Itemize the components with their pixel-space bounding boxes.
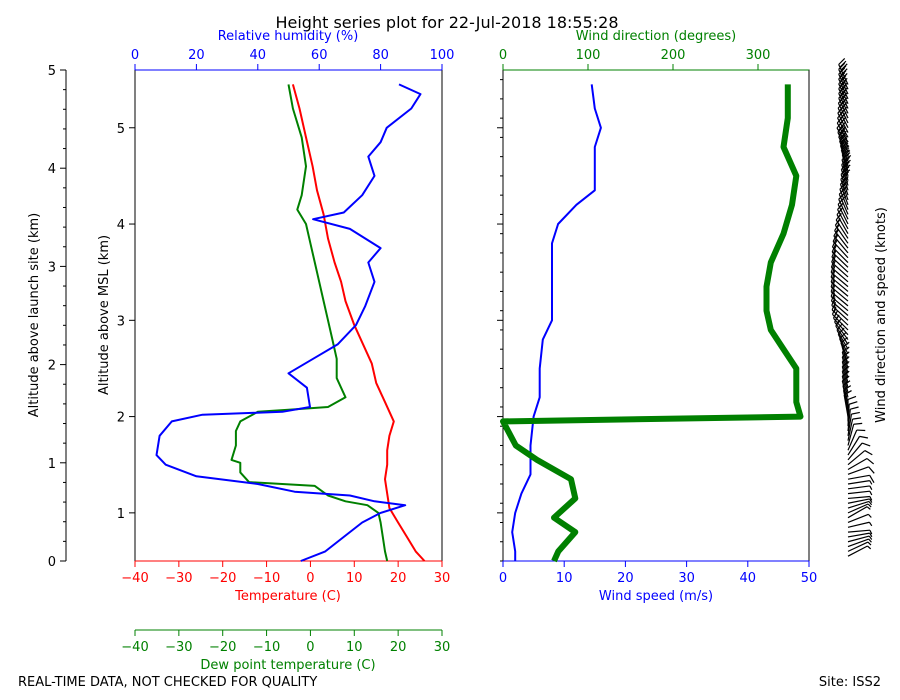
wind-barb bbox=[847, 532, 873, 538]
launch-axis-tick-label: 0 bbox=[48, 555, 56, 570]
wind-barb bbox=[847, 485, 873, 490]
dewpoint-tick-label: 10 bbox=[346, 640, 363, 655]
series-temperature bbox=[291, 84, 426, 562]
msl-tick-label: 4 bbox=[117, 218, 125, 233]
temperature-tick-label: −40 bbox=[121, 571, 148, 586]
dewpoint-tick-label: −30 bbox=[165, 640, 192, 655]
wind-barb bbox=[847, 429, 866, 451]
thermo-panel: 1 2 3 4 5 −40 −40 −30 −30 −20 −20 −10 −10 0 0 10 10 20 20 3… bbox=[97, 29, 454, 673]
wind-barb bbox=[847, 466, 875, 475]
thermo-axes: 1 2 3 4 5 −40 −40 −30 −30 −20 −20 −10 −10 0 0 10 10 20 20 3… bbox=[117, 48, 455, 655]
wind-axes: 0 10 20 30 40 50 0 100 200 300 bbox=[497, 48, 817, 586]
wind-speed-tick-label: 20 bbox=[617, 571, 634, 586]
wind-plot-frame bbox=[502, 69, 810, 562]
humidity-tick-label: 0 bbox=[131, 48, 139, 63]
series-wind-direction bbox=[500, 84, 804, 563]
wind-barb bbox=[847, 500, 873, 509]
wind-direction-tick-label: 200 bbox=[661, 48, 686, 63]
wind-direction-tick-label: 300 bbox=[746, 48, 771, 63]
dewpoint-tick-label: −40 bbox=[121, 640, 148, 655]
wind-barb bbox=[847, 529, 873, 535]
wind-barb bbox=[847, 406, 859, 432]
wind-speed-tick-label: 0 bbox=[499, 571, 507, 586]
msl-axis-label: Altitude above MSL (km) bbox=[97, 235, 112, 395]
wind-barb bbox=[847, 545, 872, 557]
msl-tick-label: 1 bbox=[117, 507, 125, 522]
wind-barb bbox=[847, 506, 871, 519]
launch-site-axis: 0 1 2 3 4 5 bbox=[48, 64, 67, 570]
wind-barb bbox=[847, 458, 875, 471]
launch-site-axis-label: Altitude above launch site (km) bbox=[27, 213, 42, 417]
wind-lines bbox=[500, 84, 804, 563]
launch-axis-tick-label: 5 bbox=[48, 64, 56, 79]
wind-barb bbox=[847, 498, 873, 504]
temperature-tick-label: −10 bbox=[253, 571, 280, 586]
wind-panel: 0 10 20 30 40 50 0 100 200 300 Wind speed (m/s) W… bbox=[497, 29, 817, 604]
wind-speed-tick-label: 40 bbox=[740, 571, 757, 586]
wind-direction-axis-label: Wind direction (degrees) bbox=[576, 29, 736, 44]
dewpoint-tick-label: −20 bbox=[209, 640, 236, 655]
msl-tick-label: 3 bbox=[117, 314, 125, 329]
dewpoint-tick-label: 30 bbox=[434, 640, 451, 655]
wind-barb bbox=[847, 417, 862, 441]
wind-barb bbox=[847, 474, 875, 484]
wind-barbs bbox=[830, 57, 875, 557]
series-relative-humidity bbox=[155, 83, 422, 562]
quality-disclaimer: REAL-TIME DATA, NOT CHECKED FOR QUALITY bbox=[18, 675, 317, 690]
dewpoint-tick-label: 20 bbox=[390, 640, 407, 655]
wind-barb bbox=[847, 450, 873, 466]
launch-axis-tick-label: 2 bbox=[48, 359, 56, 374]
humidity-axis-label: Relative humidity (%) bbox=[218, 29, 359, 44]
wind-barb bbox=[838, 57, 849, 85]
humidity-tick-label: 80 bbox=[372, 48, 389, 63]
temperature-tick-label: −20 bbox=[209, 571, 236, 586]
wind-barb bbox=[847, 490, 873, 496]
wind-barb bbox=[847, 422, 863, 446]
series-wind-speed bbox=[511, 84, 602, 561]
chart-title: Height series plot for 22-Jul-2018 18:55… bbox=[275, 13, 618, 32]
humidity-tick-label: 100 bbox=[430, 48, 455, 63]
temperature-tick-label: −30 bbox=[165, 571, 192, 586]
dewpoint-axis-label: Dew point temperature (C) bbox=[200, 658, 375, 673]
wind-speed-tick-label: 50 bbox=[801, 571, 818, 586]
wind-speed-tick-label: 30 bbox=[678, 571, 695, 586]
temperature-tick-label: 0 bbox=[306, 571, 314, 586]
launch-axis-tick-label: 3 bbox=[48, 260, 56, 275]
thermo-plot-frame bbox=[134, 69, 443, 562]
launch-axis-tick-label: 1 bbox=[48, 457, 56, 472]
barbs-axis-label: Wind direction and speed (knots) bbox=[874, 207, 889, 423]
wind-barb bbox=[847, 535, 873, 543]
wind-speed-axis-label: Wind speed (m/s) bbox=[599, 589, 713, 604]
wind-speed-tick-label: 10 bbox=[556, 571, 573, 586]
launch-axis-tick-label: 4 bbox=[48, 162, 56, 177]
humidity-tick-label: 60 bbox=[311, 48, 328, 63]
wind-barb bbox=[847, 495, 873, 501]
wind-direction-tick-label: 0 bbox=[499, 48, 507, 63]
humidity-tick-label: 40 bbox=[250, 48, 267, 63]
msl-tick-label: 2 bbox=[117, 411, 125, 426]
temperature-tick-label: 10 bbox=[346, 571, 363, 586]
thermo-lines bbox=[155, 83, 426, 562]
dewpoint-tick-label: −10 bbox=[253, 640, 280, 655]
dewpoint-tick-label: 0 bbox=[306, 640, 314, 655]
temperature-axis-label: Temperature (C) bbox=[234, 589, 341, 604]
wind-barb bbox=[847, 503, 872, 514]
wind-barb bbox=[847, 411, 860, 436]
wind-barb bbox=[847, 513, 872, 524]
temperature-tick-label: 30 bbox=[434, 571, 451, 586]
wind-barb bbox=[847, 480, 873, 485]
wind-barb bbox=[847, 435, 869, 456]
site-label: Site: ISS2 bbox=[819, 675, 881, 690]
wind-barb bbox=[847, 538, 872, 548]
humidity-tick-label: 20 bbox=[188, 48, 205, 63]
wind-barb bbox=[847, 541, 872, 552]
wind-barb bbox=[847, 442, 871, 461]
temperature-tick-label: 20 bbox=[390, 571, 407, 586]
wind-direction-tick-label: 100 bbox=[576, 48, 601, 63]
wind-barb bbox=[847, 521, 873, 528]
msl-tick-label: 5 bbox=[117, 122, 125, 137]
